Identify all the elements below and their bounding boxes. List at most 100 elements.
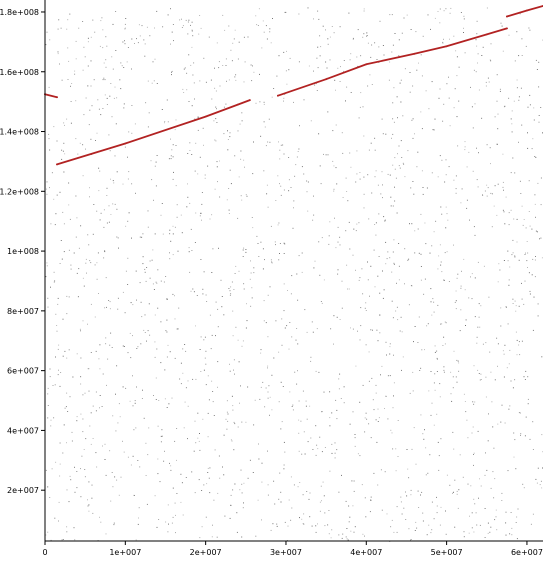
noise-point — [352, 411, 354, 413]
noise-point — [160, 435, 162, 437]
noise-point — [474, 234, 476, 236]
noise-point — [136, 38, 137, 40]
noise-point — [402, 115, 404, 117]
noise-point — [219, 196, 221, 198]
noise-point — [155, 161, 157, 163]
noise-point — [455, 300, 457, 302]
noise-point — [338, 378, 340, 380]
noise-point — [464, 146, 466, 148]
noise-point — [241, 536, 243, 538]
noise-point — [167, 504, 169, 506]
noise-point — [464, 141, 466, 143]
noise-point — [59, 475, 61, 477]
noise-point — [143, 329, 145, 331]
noise-point — [109, 308, 111, 310]
noise-point — [222, 14, 224, 16]
noise-point — [528, 180, 530, 182]
noise-point — [487, 532, 489, 534]
noise-point — [309, 516, 311, 518]
noise-point — [105, 533, 107, 535]
noise-point — [103, 77, 105, 79]
noise-point — [263, 101, 265, 103]
noise-point — [525, 252, 526, 254]
noise-point — [58, 19, 60, 21]
noise-point — [453, 350, 455, 352]
noise-point — [376, 441, 378, 443]
noise-point — [190, 24, 191, 26]
noise-point — [311, 525, 313, 527]
noise-point — [279, 158, 281, 160]
noise-point — [510, 380, 512, 382]
noise-point — [500, 421, 502, 423]
noise-point — [434, 373, 436, 375]
noise-point — [279, 472, 281, 474]
noise-point — [442, 41, 444, 43]
noise-point — [397, 319, 399, 321]
noise-point — [339, 244, 341, 246]
noise-point — [416, 527, 418, 529]
noise-point — [166, 99, 168, 101]
noise-point — [359, 178, 361, 180]
noise-point — [217, 326, 219, 328]
noise-point — [158, 400, 160, 401]
noise-point — [321, 451, 323, 453]
noise-point — [516, 79, 518, 81]
noise-point — [416, 69, 418, 71]
noise-point — [68, 349, 70, 351]
noise-point — [512, 157, 514, 159]
noise-point — [400, 496, 402, 498]
noise-point — [56, 194, 58, 196]
noise-point — [318, 18, 320, 20]
noise-point — [375, 384, 377, 386]
noise-point — [115, 123, 117, 125]
noise-point — [227, 420, 229, 422]
noise-point — [149, 277, 151, 279]
noise-point — [199, 215, 201, 217]
noise-point — [126, 61, 128, 63]
noise-point — [136, 348, 138, 349]
noise-point — [396, 212, 398, 214]
noise-point — [381, 118, 383, 120]
noise-point — [251, 297, 253, 299]
noise-point — [176, 204, 178, 206]
noise-point — [85, 258, 87, 260]
noise-point — [166, 356, 168, 358]
noise-point — [154, 165, 156, 167]
noise-point — [50, 425, 52, 427]
noise-point — [485, 85, 487, 87]
noise-point — [68, 182, 70, 184]
noise-point — [368, 380, 370, 382]
noise-point — [301, 518, 303, 520]
noise-point — [290, 293, 292, 295]
noise-point — [383, 54, 385, 56]
noise-point — [57, 303, 59, 305]
noise-point — [512, 298, 514, 300]
noise-point — [85, 262, 87, 264]
noise-point — [223, 474, 225, 476]
noise-point — [237, 58, 239, 60]
noise-point — [512, 387, 514, 389]
noise-point — [507, 470, 509, 472]
noise-point — [275, 244, 276, 246]
noise-point — [182, 348, 184, 350]
noise-point — [152, 283, 154, 285]
noise-point — [463, 18, 465, 20]
noise-point — [243, 482, 245, 484]
noise-point — [90, 60, 92, 62]
noise-point — [329, 36, 331, 38]
noise-point — [232, 42, 234, 44]
noise-point — [313, 195, 314, 197]
noise-point — [257, 499, 259, 501]
noise-point — [169, 351, 171, 353]
noise-point — [286, 50, 287, 52]
noise-point — [394, 33, 396, 34]
noise-point — [357, 453, 359, 455]
noise-point — [321, 237, 323, 239]
noise-point — [471, 432, 473, 434]
noise-point — [400, 501, 402, 503]
noise-point — [536, 482, 538, 484]
noise-point — [226, 400, 228, 402]
noise-point — [298, 450, 300, 452]
noise-point — [87, 323, 88, 325]
noise-point — [90, 352, 92, 353]
